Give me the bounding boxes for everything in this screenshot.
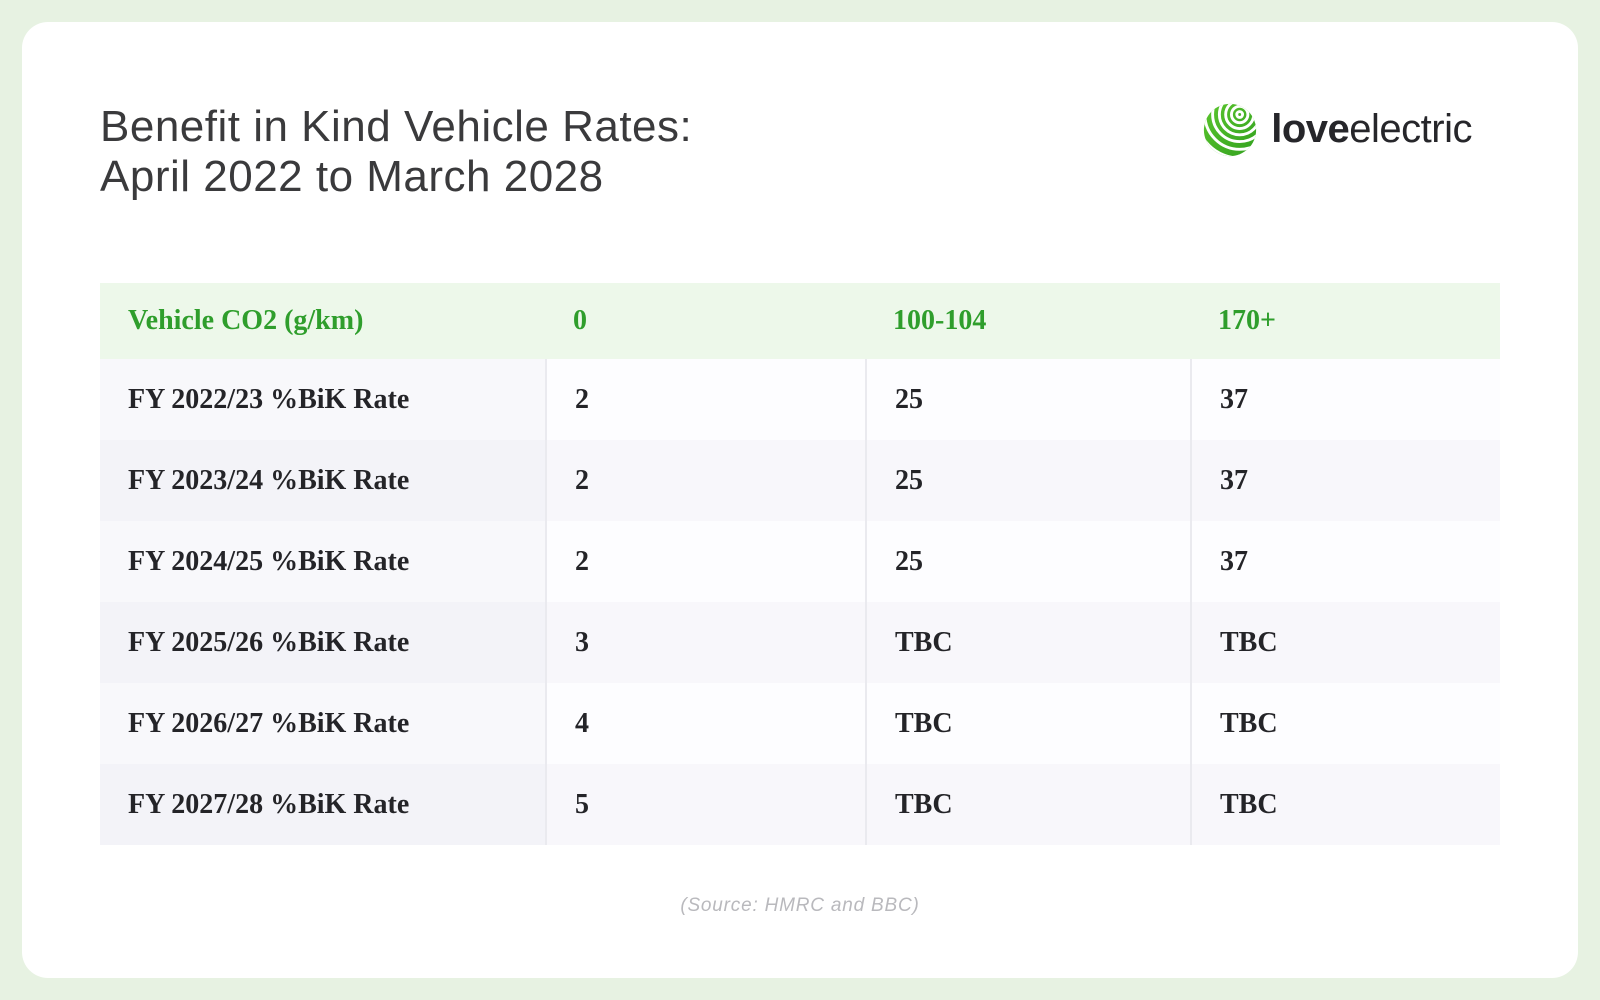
column-header-label: Vehicle CO2 (g/km) — [100, 283, 545, 359]
rate-value: TBC — [1190, 683, 1500, 764]
globe-spiral-icon — [1201, 100, 1259, 158]
column-header-value: 0 — [545, 283, 865, 359]
table-row: FY 2022/23 %BiK Rate 2 25 37 — [100, 359, 1500, 440]
table-row: FY 2025/26 %BiK Rate 3 TBC TBC — [100, 602, 1500, 683]
logo-text-love: love — [1271, 106, 1350, 151]
row-label: FY 2025/26 %BiK Rate — [100, 602, 545, 683]
table-row: FY 2026/27 %BiK Rate 4 TBC TBC — [100, 683, 1500, 764]
rate-value: 2 — [545, 359, 865, 440]
rate-value: TBC — [1190, 764, 1500, 845]
rate-value: 4 — [545, 683, 865, 764]
column-header-value: 100-104 — [865, 283, 1190, 359]
page-title-line-2: April 2022 to March 2028 — [100, 152, 604, 201]
row-label: FY 2024/25 %BiK Rate — [100, 521, 545, 602]
rate-value: TBC — [865, 683, 1190, 764]
rate-value: 2 — [545, 521, 865, 602]
table-row: FY 2023/24 %BiK Rate 2 25 37 — [100, 440, 1500, 521]
rate-value: 5 — [545, 764, 865, 845]
rate-value: 25 — [865, 440, 1190, 521]
rate-value: 37 — [1190, 440, 1500, 521]
table-row: FY 2024/25 %BiK Rate 2 25 37 — [100, 521, 1500, 602]
row-label: FY 2026/27 %BiK Rate — [100, 683, 545, 764]
row-label: FY 2023/24 %BiK Rate — [100, 440, 545, 521]
page-title-line-1: Benefit in Kind Vehicle Rates: — [100, 102, 693, 151]
bik-rates-table: Vehicle CO2 (g/km) 0 100-104 170+ FY 2022/2… — [100, 283, 1500, 845]
table-row: FY 2027/28 %BiK Rate 5 TBC TBC — [100, 764, 1500, 845]
rate-value: 37 — [1190, 521, 1500, 602]
card: Benefit in Kind Vehicle Rates: April 202… — [22, 22, 1578, 978]
rate-value: 3 — [545, 602, 865, 683]
rate-value: 25 — [865, 359, 1190, 440]
source-note: (Source: HMRC and BBC) — [680, 895, 920, 916]
logo-text-electric: electric — [1349, 106, 1472, 151]
table-header-row: Vehicle CO2 (g/km) 0 100-104 170+ — [100, 283, 1500, 359]
page-title: Benefit in Kind Vehicle Rates: April 202… — [100, 102, 692, 202]
logo-text: loveelectric — [1271, 107, 1472, 152]
rate-value: TBC — [1190, 602, 1500, 683]
brand-logo: loveelectric — [1201, 100, 1472, 158]
column-header-value: 170+ — [1190, 283, 1500, 359]
rate-value: 2 — [545, 440, 865, 521]
rate-value: TBC — [865, 764, 1190, 845]
row-label: FY 2022/23 %BiK Rate — [100, 359, 545, 440]
row-label: FY 2027/28 %BiK Rate — [100, 764, 545, 845]
rate-value: 37 — [1190, 359, 1500, 440]
rate-value: 25 — [865, 521, 1190, 602]
rate-value: TBC — [865, 602, 1190, 683]
